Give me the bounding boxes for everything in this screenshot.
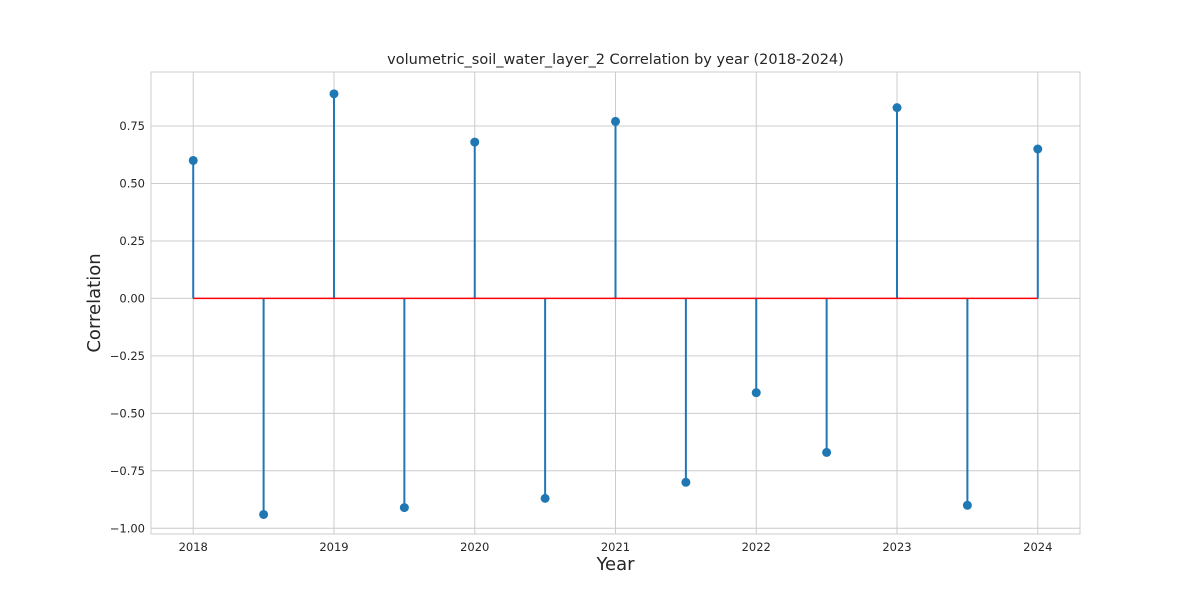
stem-marker <box>399 503 409 513</box>
stem-marker <box>751 388 761 398</box>
y-tick-labels: −1.00 −0.75 −0.50 −0.25 0.00 0.25 0.50 0.75 <box>110 119 145 535</box>
y-tick-label: 0.75 <box>119 119 145 133</box>
x-tick-label: 2020 <box>460 540 489 554</box>
stem-marker <box>822 447 832 457</box>
stem-marker <box>681 477 691 487</box>
y-tick-label: 0.50 <box>119 176 145 190</box>
x-tick-label: 2021 <box>601 540 630 554</box>
stem-marker <box>188 155 198 165</box>
x-tick-label: 2023 <box>882 540 911 554</box>
y-tick-label: 0.25 <box>119 234 145 248</box>
markers <box>188 89 1043 519</box>
y-tick-label: 0.00 <box>119 291 145 305</box>
y-axis-label: Correlation <box>84 253 105 352</box>
stem-marker <box>329 89 339 99</box>
stem-marker <box>470 137 480 147</box>
y-tick-label: −0.25 <box>110 349 145 363</box>
stem-marker <box>892 103 902 113</box>
x-tick-label: 2022 <box>742 540 771 554</box>
y-tick-label: −0.75 <box>110 464 145 478</box>
stems <box>192 93 1039 515</box>
stem-marker <box>611 116 620 126</box>
x-tick-labels: 2018 2019 2020 2021 2022 2023 2024 <box>179 540 1053 554</box>
stem-marker <box>540 493 550 503</box>
stem-marker <box>962 500 972 510</box>
x-tick-label: 2024 <box>1023 540 1052 554</box>
stem-marker <box>1033 144 1043 154</box>
stem-marker <box>259 509 269 519</box>
x-tick-label: 2019 <box>319 540 348 554</box>
plot-frame <box>150 71 1081 535</box>
y-tick-label: −1.00 <box>110 521 145 535</box>
chart-title: volumetric_soil_water_layer_2 Correlatio… <box>387 52 844 68</box>
y-tick-label: −0.50 <box>110 406 145 420</box>
x-tick-label: 2018 <box>179 540 208 554</box>
x-axis-label: Year <box>595 554 635 575</box>
